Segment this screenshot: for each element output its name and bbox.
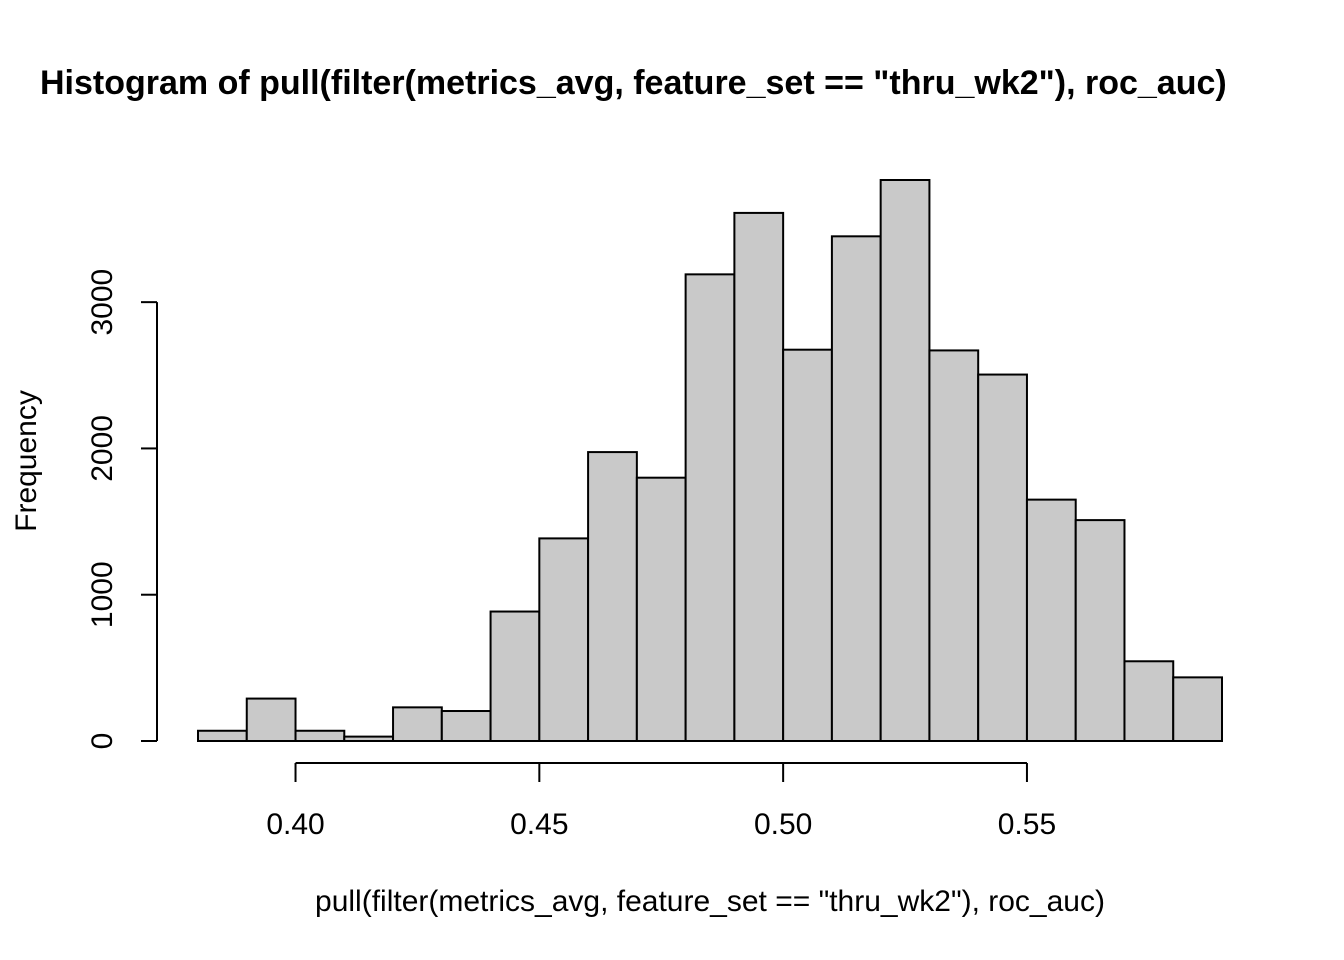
- histogram-bar: [1074, 519, 1126, 743]
- histogram-bar: [1123, 660, 1175, 742]
- x-tick-label: 0.40: [266, 808, 324, 841]
- y-axis-label: Frequency: [10, 390, 43, 532]
- histogram-bars: [197, 179, 1223, 743]
- histogram-bar: [782, 348, 833, 742]
- histogram-bar: [294, 729, 346, 743]
- y-tick-label: 0: [86, 733, 119, 750]
- histogram-bar: [587, 451, 638, 742]
- x-tick-label: 0.50: [754, 808, 812, 841]
- chart-title: Histogram of pull(filter(metrics_avg, fe…: [40, 64, 1227, 102]
- histogram-bar: [392, 706, 443, 742]
- histogram-bar: [245, 697, 297, 742]
- histogram-bar: [1172, 676, 1223, 742]
- histogram-bar: [635, 476, 687, 742]
- x-tick-label: 0.45: [510, 808, 568, 841]
- histogram-bar: [343, 735, 395, 742]
- x-axis-label: pull(filter(metrics_avg, feature_set == …: [315, 885, 1105, 918]
- histogram-bar: [440, 710, 492, 742]
- y-tick-label: 1000: [86, 561, 119, 628]
- y-tick-label: 3000: [86, 269, 119, 336]
- histogram-bar: [928, 349, 980, 742]
- histogram-bar: [830, 235, 882, 742]
- histogram-bar: [733, 211, 785, 743]
- y-axis: 0 1000 2000 3000: [86, 269, 158, 750]
- histogram-bar: [879, 179, 931, 742]
- x-axis: 0.40 0.45 0.50 0.55: [266, 762, 1056, 841]
- histogram-bar: [977, 373, 1028, 742]
- histogram-bar: [538, 537, 590, 743]
- histogram-bar: [489, 610, 541, 742]
- histogram-bar: [1025, 498, 1077, 743]
- y-tick-label: 2000: [86, 415, 119, 482]
- histogram-bar: [684, 273, 736, 742]
- histogram-bar: [197, 729, 248, 743]
- x-tick-label: 0.55: [998, 808, 1056, 841]
